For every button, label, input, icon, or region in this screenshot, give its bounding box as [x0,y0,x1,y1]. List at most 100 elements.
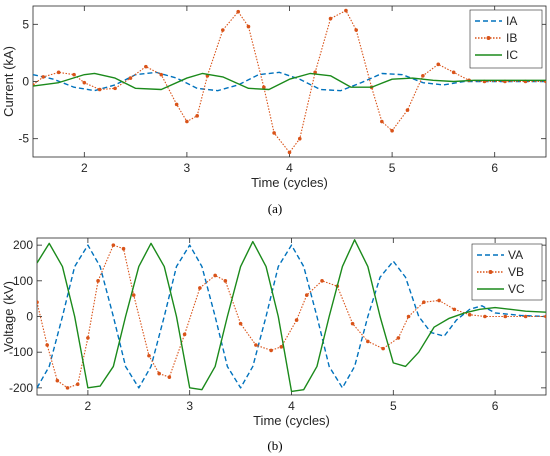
voltage-chart: 2 3 4 5 6 -200 -100 0 100 200 Time (cycles) Voltage… [1,237,547,453]
series-point-ib [185,119,189,124]
legend-entry-vb: VB [508,265,524,279]
y-tick-label: 5 [22,17,29,31]
series-point-vb [503,314,508,319]
y-tick-label: -200 [9,381,33,395]
series-point-ib [41,75,46,79]
series-point-vb [238,321,243,326]
series-point-vb [523,314,528,319]
series-point-ib [159,72,164,77]
series-point-vb [213,273,217,278]
series-point-vb [75,382,80,387]
series-point-vb [350,321,355,326]
y-tick-label: -100 [9,345,33,359]
series-point-ib [113,86,117,91]
series-point-vb [65,386,70,390]
y-tick-label: -5 [18,132,29,146]
legend-entry-va: VA [508,248,523,262]
y-tick-label: 200 [13,238,33,252]
series-point-vb [182,332,187,337]
series-point-ib [97,87,102,92]
legend-box [471,243,543,301]
series-point-ib [451,70,456,75]
x-tick-label: 3 [184,161,191,175]
series-line-vb [37,244,546,389]
x-tick-label: 4 [286,161,293,175]
series-point-ib [405,108,410,112]
series-point-ib [313,70,317,75]
legend-marker-vb [488,270,493,274]
series-point-ib [72,72,76,77]
series-point-vb [157,371,161,376]
series-point-vb [320,279,324,283]
series-point-vb [223,279,228,283]
legend: IA IB IC [469,9,543,69]
x-tick-label: 5 [389,161,396,175]
legend-box [469,9,543,69]
series-point-ib [246,24,251,29]
series-point-vb [37,300,39,305]
legend-entry-ib: IB [506,31,517,45]
series-point-vb [198,286,202,290]
series-point-vb [406,314,411,319]
legend-marker-ib [486,36,491,40]
series-point-vb [381,346,385,351]
series-point-ib [221,28,225,32]
series-point-ib [174,102,179,107]
series-point-ib [144,64,148,69]
series-line-vc [37,239,546,393]
series-point-ib [128,76,133,80]
series-point-ib [354,28,358,32]
series-point-vb [86,336,90,340]
series-point-ib [344,8,348,13]
series-point-vb [55,378,60,383]
y-axis-label: Current (kA) [1,46,16,117]
x-axis-label: Time (cycles) [253,413,330,428]
series-point-ib [421,73,425,78]
series-point-vb [467,312,472,317]
x-tick-label: 5 [390,399,397,413]
series-point-ib [82,80,87,85]
series-point-vb [366,339,370,344]
series-point-vb [452,307,457,312]
series-point-ib [236,9,240,14]
series-point-vb [167,375,172,379]
series-point-vb [304,293,309,297]
x-tick-label: 3 [186,399,193,413]
series-point-ib [328,16,333,21]
series-point-vb [254,343,258,347]
legend-entry-ic: IC [506,48,518,62]
series-point-ib [56,70,61,75]
series-point-vb [294,318,299,322]
y-tick-label: 0 [22,75,29,89]
y-axis-label: Voltage (kV) [1,281,16,352]
series-point-vb [483,314,487,319]
current-chart: 2 3 4 5 6 -5 0 5 Time (cycles) Current (kA) IA IB IC… [1,5,547,216]
y-tick-label: 0 [26,310,33,324]
legend-entry-vc: VC [508,282,525,296]
series-point-vb [544,314,546,319]
series-point-vb [131,293,136,297]
x-tick-label: 4 [288,399,295,413]
x-tick-label: 2 [85,399,92,413]
x-tick-label: 6 [491,161,498,175]
series-line-va [37,244,546,389]
series-point-ib [436,62,441,67]
legend-entry-ia: IA [506,14,517,28]
series-point-vb [147,353,151,358]
series-point-vb [111,243,116,247]
series-point-vb [96,279,100,283]
series-point-ib [262,85,266,90]
series-point-vb [396,336,401,340]
series-point-ib [272,131,276,135]
series-point-ib [297,136,302,141]
subfigure-caption: (b) [267,438,282,453]
x-tick-label: 2 [81,161,88,175]
series-point-vb [121,246,126,251]
series-point-ib [380,119,384,124]
series-line-ia [33,71,546,92]
series-point-vb [422,300,426,305]
series-group [37,239,546,393]
series-point-ib [287,150,292,155]
series-point-vb [437,298,441,303]
